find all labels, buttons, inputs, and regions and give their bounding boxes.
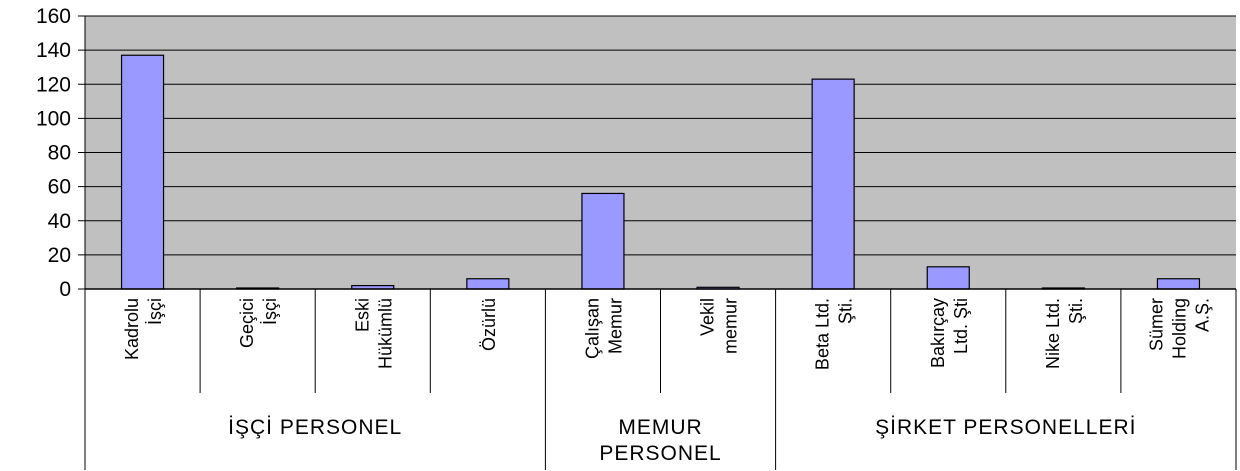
y-tick-label: 0 <box>59 278 71 301</box>
category-label: Beta Ltd. Şti. <box>813 298 856 370</box>
category-label-line: Kadrolu <box>122 298 142 360</box>
category-label-line: Beta Ltd. <box>813 298 833 370</box>
y-tick-label: 60 <box>48 176 71 199</box>
group-label: ŞİRKET PERSONELLERİ <box>875 416 1136 439</box>
category-label: Geçici İşçi <box>237 298 280 348</box>
category-label: Özürlü <box>479 298 499 351</box>
y-tick-label: 20 <box>48 244 71 267</box>
group-label: İŞÇİ PERSONEL <box>228 416 402 439</box>
y-tick-label: 80 <box>48 142 71 165</box>
category-label-line: memur <box>721 298 741 354</box>
category-label-line: Vekil <box>698 298 718 336</box>
category-label-line: Geçici <box>237 298 257 348</box>
category-label-line: İşçi <box>145 298 165 325</box>
y-tick-label: 40 <box>48 210 71 233</box>
bar <box>120 54 165 290</box>
x-axis: Kadrolu İşçi Geçici İşçi Eski Hükümlü Özürlü Ça… <box>84 288 1237 470</box>
category-label-line: Memur <box>605 298 625 354</box>
category-label-line: Sümer <box>1146 298 1166 351</box>
category-label-line: Bakırçay <box>928 298 948 368</box>
category-label-line: A.Ş. <box>1192 298 1212 332</box>
category-label-line: Şti. <box>1066 298 1086 324</box>
bar <box>926 266 970 290</box>
y-tick-label: 140 <box>36 39 71 62</box>
bar <box>581 192 625 290</box>
category-label-line: Özürlü <box>479 298 499 351</box>
category-label-line: Şti. <box>836 298 856 324</box>
category-label: Eski Hükümlü <box>352 298 395 369</box>
category-label-line: Eski <box>352 298 372 332</box>
group-label: PERSONEL <box>599 442 721 465</box>
category-label: Çalışan Memur <box>582 298 625 359</box>
category-label-line: İşçi <box>260 298 280 325</box>
category-label-line: Çalışan <box>582 298 602 359</box>
bar <box>466 278 510 290</box>
category-label-line: Nike Ltd. <box>1043 298 1063 369</box>
category-label: Bakırçay Ltd. Şti <box>928 298 971 368</box>
y-tick-label: 100 <box>36 107 71 130</box>
gridlines <box>85 15 1236 256</box>
y-tick-label: 160 <box>36 5 71 28</box>
bars <box>120 54 1201 290</box>
category-label-line: Holding <box>1169 298 1189 359</box>
category-label: Vekil memur <box>698 298 741 354</box>
y-axis: 0 20 40 60 80 100 120 140 160 <box>36 5 86 301</box>
category-label: Sümer Holding A.Ş. <box>1146 298 1212 359</box>
category-label-line: Ltd. Şti <box>951 298 971 354</box>
bar <box>811 78 855 290</box>
category-label: Nike Ltd. Şti. <box>1043 298 1086 369</box>
bar <box>1156 278 1201 290</box>
category-label-line: Hükümlü <box>375 298 395 369</box>
category-label: Kadrolu İşçi <box>122 298 165 360</box>
y-tick-label: 120 <box>36 73 71 96</box>
group-label: MEMUR <box>618 416 702 439</box>
